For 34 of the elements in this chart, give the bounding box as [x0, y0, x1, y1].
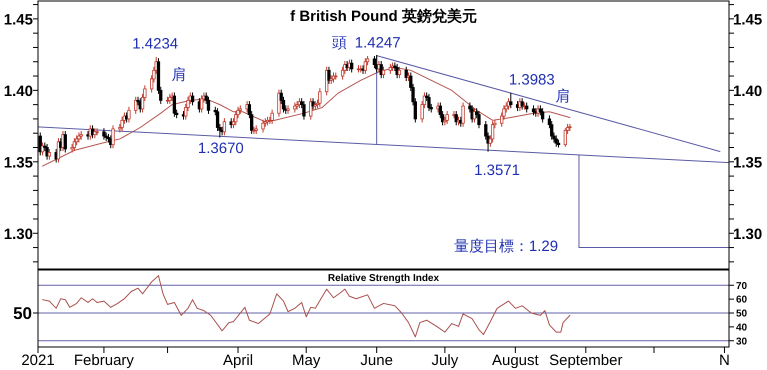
x-tick-label: February	[74, 352, 134, 369]
y-tick-label: 1.40	[4, 82, 33, 100]
y2-tick-label: 1.30	[733, 226, 762, 243]
y-tick-label: 1.35	[4, 154, 33, 172]
y2-tick-label: 60	[736, 294, 748, 306]
x-tick-label: August	[492, 352, 540, 369]
annotation: 1.3670	[198, 140, 244, 157]
x-tick-label: April	[223, 352, 254, 369]
x-tick-label: July	[432, 352, 459, 369]
ref-line-label: 50	[13, 304, 32, 324]
y-tick-label: 1.45	[4, 11, 33, 28]
x-tick-label: 2021	[21, 352, 55, 369]
y2-tick-label: 1.35	[733, 154, 762, 172]
chart-title: Relative Strength Index	[328, 273, 440, 284]
annotation: 肩	[172, 66, 187, 84]
y-tick-label: 1.30	[4, 226, 33, 243]
x-tick-label: September	[549, 352, 622, 369]
annotation: 1.4234	[132, 35, 178, 52]
y2-tick-label: 1.40	[733, 82, 762, 100]
y2-tick-label: 1.45	[733, 11, 762, 28]
text: f British Pound 英鎊兌美元	[290, 7, 477, 25]
annotation: 1.3571	[474, 162, 520, 180]
x-tick-label: June	[360, 352, 393, 369]
x-tick-label: N	[719, 352, 730, 369]
y2-tick-label: 30	[736, 336, 748, 348]
annotation: 1.4247	[354, 34, 401, 52]
x-tick-label: May	[292, 352, 321, 369]
y2-tick-label: 70	[736, 280, 748, 292]
annotation: 1.3983	[508, 71, 555, 88]
y2-tick-label: 50	[736, 308, 748, 320]
y2-tick-label: 40	[736, 322, 748, 334]
annotation: 肩	[556, 88, 571, 106]
annotation: 量度目標：1.29	[454, 238, 558, 256]
annotation: 頭	[332, 34, 348, 52]
